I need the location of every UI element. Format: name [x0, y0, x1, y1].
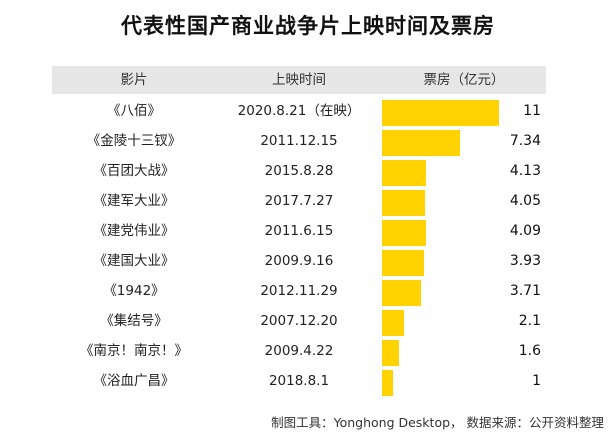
release-date: 2011.6.15: [264, 223, 334, 239]
box-office-value: 11: [523, 103, 541, 119]
release-date: 2020.8.21（在映）: [237, 103, 361, 119]
table-row: 《南京！南京！》 2009.4.22 1.6: [52, 336, 546, 366]
release-date: 2018.8.1: [268, 373, 330, 389]
film-name: 《集结号》: [100, 313, 168, 329]
header-box-office: 票房（亿元）: [423, 72, 505, 88]
chart-title: 代表性国产商业战争片上映时间及票房: [121, 14, 495, 38]
table-row: 《八佰》 2020.8.21（在映） 11: [52, 96, 546, 126]
box-office-value: 4.09: [509, 223, 541, 239]
box-office-value: 2.1: [518, 313, 541, 329]
table-row: 《集结号》 2007.12.20 2.1: [52, 306, 546, 336]
film-name: 《南京！南京！》: [80, 343, 188, 359]
release-date: 2012.11.29: [260, 283, 338, 299]
film-name: 《金陵十三钗》: [86, 133, 182, 149]
film-name: 《百团大战》: [93, 163, 175, 179]
table-row: 《建党伟业》 2011.6.15 4.09: [52, 216, 546, 246]
box-office-bar: [382, 370, 393, 396]
box-office-bar: [382, 250, 424, 276]
table-row: 《金陵十三钗》 2011.12.15 7.34: [52, 126, 546, 156]
box-office-bar: [382, 130, 461, 156]
header-film: 影片: [120, 72, 148, 88]
table-row: 《建军大业》 2017.7.27 4.05: [52, 186, 546, 216]
release-date: 2007.12.20: [260, 313, 338, 329]
box-office-value: 4.05: [509, 193, 541, 209]
box-office-value: 7.34: [509, 133, 541, 149]
box-office-bar: [382, 100, 499, 126]
box-office-bar: [382, 190, 426, 216]
table-row: 《建国大业》 2009.9.16 3.93: [52, 246, 546, 276]
film-name: 《建国大业》: [93, 253, 175, 269]
film-name: 《1942》: [103, 283, 165, 299]
box-office-value: 3.71: [509, 283, 541, 299]
film-name: 《建党伟业》: [93, 223, 175, 239]
box-office-bar: [382, 340, 400, 366]
box-office-bar: [382, 280, 422, 306]
box-office-value: 1.6: [518, 343, 541, 359]
release-date: 2015.8.28: [264, 163, 334, 179]
table-row: 《1942》 2012.11.29 3.71: [52, 276, 546, 306]
box-office-bar: [382, 220, 426, 246]
release-date: 2009.4.22: [264, 343, 334, 359]
film-name: 《八佰》: [107, 103, 161, 119]
header-release-date: 上映时间: [272, 72, 326, 88]
release-date: 2011.12.15: [260, 133, 338, 149]
table-row: 《百团大战》 2015.8.28 4.13: [52, 156, 546, 186]
footer-note: 制图工具：Yonghong Desktop， 数据来源：公开资料整理: [271, 415, 604, 430]
table-header: [52, 66, 546, 94]
box-office-value: 4.13: [509, 163, 541, 179]
release-date: 2009.9.16: [264, 253, 334, 269]
box-office-bar: [382, 310, 405, 336]
table-row: 《浴血广昌》 2018.8.1 1: [52, 366, 546, 396]
box-office-bar: [382, 160, 426, 186]
box-office-value: 1: [532, 373, 541, 389]
chart-table: 影片 上映时间 票房（亿元） 《八佰》 2020.8.21（在映） 11 《金陵十三钗…: [52, 66, 546, 396]
release-date: 2017.7.27: [264, 193, 334, 209]
box-office-value: 3.93: [509, 253, 541, 269]
film-name: 《建军大业》: [93, 193, 175, 209]
film-name: 《浴血广昌》: [93, 373, 175, 389]
